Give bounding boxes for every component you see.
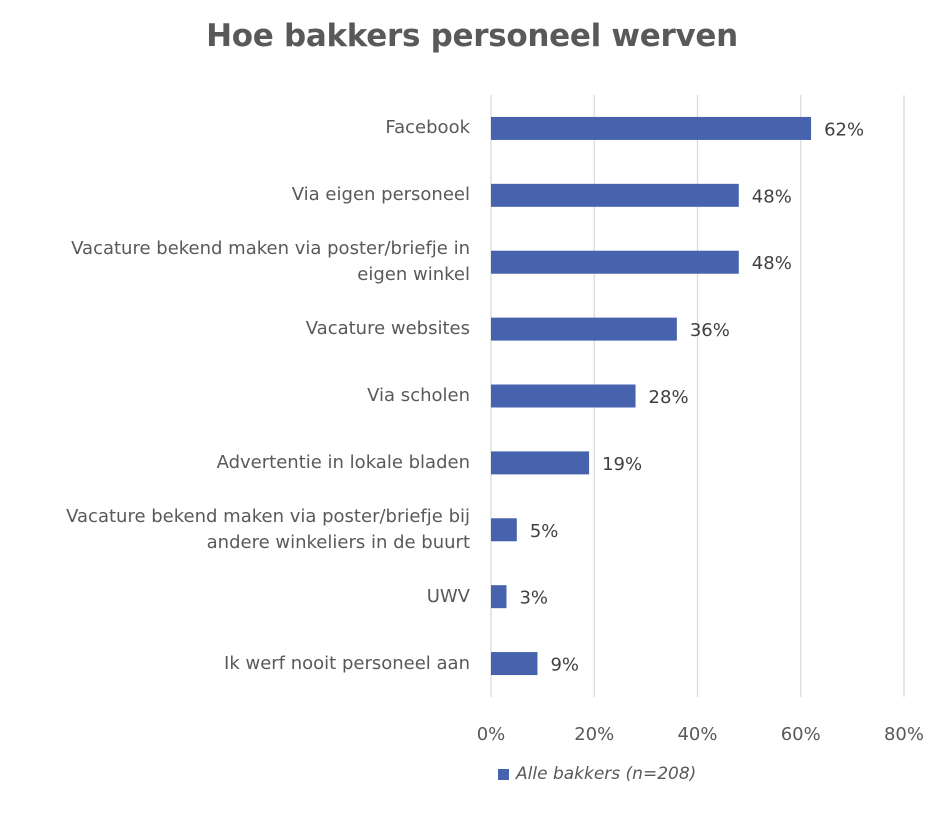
bar bbox=[491, 317, 677, 341]
x-tick-label: 40% bbox=[677, 724, 717, 745]
category-label: Facebook bbox=[30, 115, 470, 141]
data-label: 48% bbox=[752, 186, 792, 207]
bar bbox=[491, 116, 812, 140]
legend-label: Alle bakkers (n=208) bbox=[516, 764, 697, 784]
category-label: Via eigen personeel bbox=[30, 182, 470, 208]
category-label: Vacature bekend maken via poster/briefje… bbox=[30, 504, 470, 556]
category-label-line: andere winkeliers in de buurt bbox=[206, 531, 470, 553]
data-label: 36% bbox=[690, 320, 730, 341]
category-label: Via scholen bbox=[30, 383, 470, 409]
data-label: 19% bbox=[602, 454, 642, 475]
category-label-line: UWV bbox=[426, 585, 470, 607]
category-label-line: eigen winkel bbox=[357, 264, 470, 286]
bar bbox=[491, 518, 517, 542]
data-label: 9% bbox=[550, 655, 579, 676]
data-label: 5% bbox=[530, 521, 559, 542]
legend-swatch bbox=[498, 768, 509, 780]
category-label-line: Vacature bekend maken via poster/briefje… bbox=[66, 505, 470, 527]
category-label-line: Via eigen personeel bbox=[291, 184, 470, 206]
category-label-line: Vacature websites bbox=[305, 318, 470, 340]
category-label-line: Ik werf nooit personeel aan bbox=[224, 652, 470, 674]
category-label: Vacature websites bbox=[30, 316, 470, 342]
category-label-line: Advertentie in lokale bladen bbox=[216, 451, 470, 473]
legend: Alle bakkers (n=208) bbox=[498, 762, 696, 786]
category-label-line: Via scholen bbox=[367, 385, 470, 406]
category-label-line: Facebook bbox=[385, 117, 470, 139]
bar bbox=[491, 451, 590, 475]
chart-title: Hoe bakkers personeel werven bbox=[206, 18, 738, 54]
x-tick-label: 60% bbox=[781, 724, 821, 745]
category-label: UWV bbox=[30, 584, 470, 610]
x-tick-label: 80% bbox=[884, 724, 924, 745]
data-label: 3% bbox=[519, 588, 548, 609]
bar bbox=[491, 585, 507, 609]
data-label: 48% bbox=[752, 253, 792, 274]
bar bbox=[491, 250, 739, 274]
data-label: 28% bbox=[649, 387, 689, 408]
bar bbox=[491, 384, 636, 408]
data-label: 62% bbox=[824, 119, 864, 140]
x-tick-label: 20% bbox=[574, 724, 614, 745]
bar bbox=[491, 652, 538, 676]
x-tick-label: 0% bbox=[477, 724, 506, 745]
category-label: Vacature bekend maken via poster/briefje… bbox=[30, 236, 470, 288]
category-label: Advertentie in lokale bladen bbox=[30, 450, 470, 476]
category-label-line: Vacature bekend maken via poster/briefje… bbox=[71, 238, 470, 260]
bar bbox=[491, 183, 739, 207]
category-label: Ik werf nooit personeel aan bbox=[30, 651, 470, 677]
